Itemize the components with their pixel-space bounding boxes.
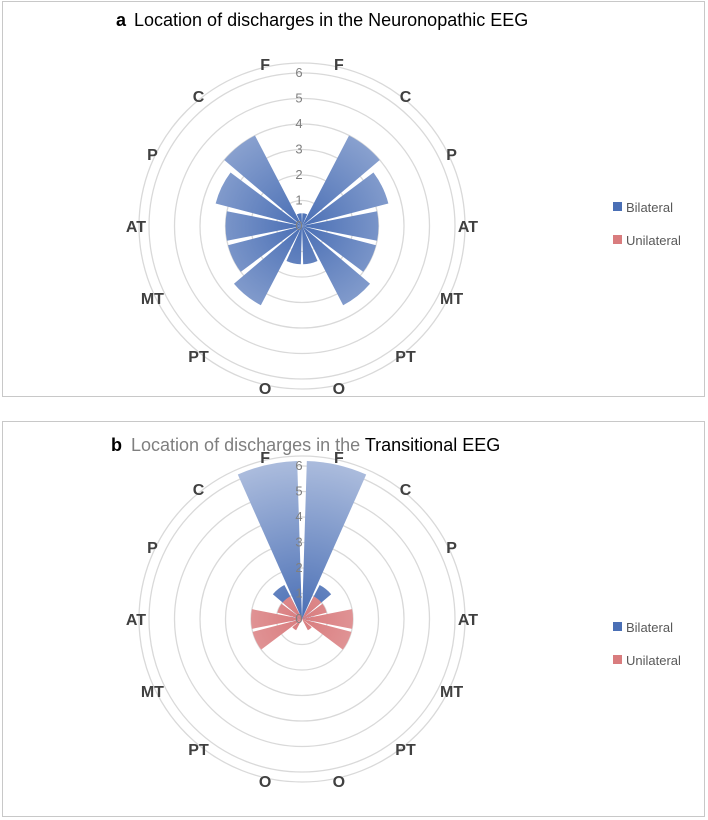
category-label: PT xyxy=(188,349,209,366)
chart-panel-a: a Location of discharges in the Neuronop… xyxy=(2,1,705,398)
r-tick-label: 0 xyxy=(295,611,302,626)
bar-bilateral-o xyxy=(286,226,302,265)
chart-title: Location of discharges in the Transition… xyxy=(131,435,500,455)
category-label: C xyxy=(193,482,205,499)
r-tick-label: 6 xyxy=(295,458,302,473)
category-label: MT xyxy=(141,291,164,308)
bar-bilateral-f xyxy=(296,213,302,226)
legend-label-bilateral: Bilateral xyxy=(626,620,673,635)
chart-title-part2: Transitional EEG xyxy=(365,435,500,455)
bar-bilateral-pt xyxy=(302,226,371,306)
legend-swatch-unilateral xyxy=(613,655,622,664)
grid-circle xyxy=(199,123,405,329)
bar-bilateral-c xyxy=(224,135,302,226)
grid-circle xyxy=(250,567,354,671)
grid-circle xyxy=(199,516,405,722)
r-tick-label: 1 xyxy=(295,193,302,208)
bar-bilateral-pt xyxy=(233,226,302,306)
r-tick-label: 0 xyxy=(295,218,302,233)
category-label: MT xyxy=(440,684,463,701)
polar-chart-a: a Location of discharges in the Neuronop… xyxy=(116,10,681,398)
bar-bilateral-f xyxy=(237,460,302,619)
category-label: PT xyxy=(395,742,416,759)
grid-circle-outer xyxy=(138,455,466,783)
plot-area: 0 1 2 3 4 5 6 F C P AT MT PT O O PT MT AT P C F Bilateral Unil… xyxy=(126,450,681,791)
bar-bilateral-at xyxy=(225,211,302,241)
bar-bilateral-o xyxy=(302,226,318,265)
r-tick-label: 6 xyxy=(295,65,302,80)
legend-swatch-bilateral xyxy=(613,202,622,211)
category-label: F xyxy=(334,450,344,467)
bar-bilateral-p xyxy=(302,172,389,226)
r-tick-label: 3 xyxy=(295,535,302,550)
category-label: P xyxy=(446,147,457,164)
grid-circle xyxy=(224,541,380,697)
category-label: C xyxy=(193,89,205,106)
bar-unilateral-pt xyxy=(292,619,302,631)
category-label: PT xyxy=(188,742,209,759)
legend-label-unilateral: Unilateral xyxy=(626,653,681,668)
bar-unilateral-at xyxy=(251,609,302,629)
category-label: AT xyxy=(458,612,478,629)
category-label: C xyxy=(400,482,412,499)
r-tick-label: 5 xyxy=(295,91,302,106)
category-label: F xyxy=(260,57,270,74)
r-tick-label: 1 xyxy=(295,586,302,601)
category-label: O xyxy=(259,774,271,791)
category-label: P xyxy=(446,540,457,557)
grid-circle-outer xyxy=(138,62,466,390)
category-label: O xyxy=(259,381,271,398)
bar-bilateral-mt xyxy=(227,226,302,272)
bar-unilateral-mt xyxy=(302,619,352,650)
bar-unilateral-c xyxy=(282,596,302,619)
bar-bilateral-mt xyxy=(302,226,377,272)
category-label: P xyxy=(147,147,158,164)
r-tick-label: 3 xyxy=(295,142,302,157)
polar-chart-b: b Location of discharges in the Transiti… xyxy=(111,435,681,791)
category-label: PT xyxy=(395,349,416,366)
category-label: AT xyxy=(126,612,146,629)
bar-bilateral-f xyxy=(302,213,308,226)
legend-label-unilateral: Unilateral xyxy=(626,233,681,248)
chart-title-part1: Location of discharges in the xyxy=(131,435,365,455)
legend-swatch-bilateral xyxy=(613,622,622,631)
category-label: C xyxy=(400,89,412,106)
panel-letter: b xyxy=(111,435,122,455)
category-label: P xyxy=(147,540,158,557)
r-tick-label: 2 xyxy=(295,560,302,575)
category-label: F xyxy=(260,450,270,467)
bar-bilateral-c xyxy=(302,135,380,226)
bar-unilateral-p xyxy=(302,603,327,619)
panel-letter: a xyxy=(116,10,127,30)
chart-title: Location of discharges in the Neuronopat… xyxy=(134,10,528,30)
grid-circle xyxy=(148,72,456,380)
plot-area: 0 1 2 3 4 5 6 F C P AT MT PT O O PT MT AT P C F Bilateral Unil… xyxy=(126,57,681,398)
bar-unilateral-c xyxy=(302,596,322,619)
bar-unilateral-pt xyxy=(302,619,312,631)
category-label: O xyxy=(333,774,345,791)
grid-circle xyxy=(173,490,431,748)
category-label: AT xyxy=(458,219,478,236)
category-label: MT xyxy=(141,684,164,701)
category-label: MT xyxy=(440,291,463,308)
category-label: F xyxy=(334,57,344,74)
r-tick-label: 4 xyxy=(295,509,302,524)
r-tick-label: 4 xyxy=(295,116,302,131)
r-tick-label: 5 xyxy=(295,484,302,499)
grid-circle xyxy=(148,465,456,773)
grid-circle xyxy=(173,97,431,355)
bar-bilateral-p xyxy=(215,172,302,226)
bar-unilateral-p xyxy=(277,603,302,619)
legend-swatch-unilateral xyxy=(613,235,622,244)
chart-panel-b: b Location of discharges in the Transiti… xyxy=(2,421,705,817)
bar-bilateral-at xyxy=(302,211,379,241)
bar-unilateral-at xyxy=(302,609,353,629)
legend-label-bilateral: Bilateral xyxy=(626,200,673,215)
category-label: O xyxy=(333,381,345,398)
r-tick-label: 2 xyxy=(295,167,302,182)
bar-unilateral-mt xyxy=(252,619,302,650)
bar-bilateral-f xyxy=(302,460,367,619)
category-label: AT xyxy=(126,219,146,236)
